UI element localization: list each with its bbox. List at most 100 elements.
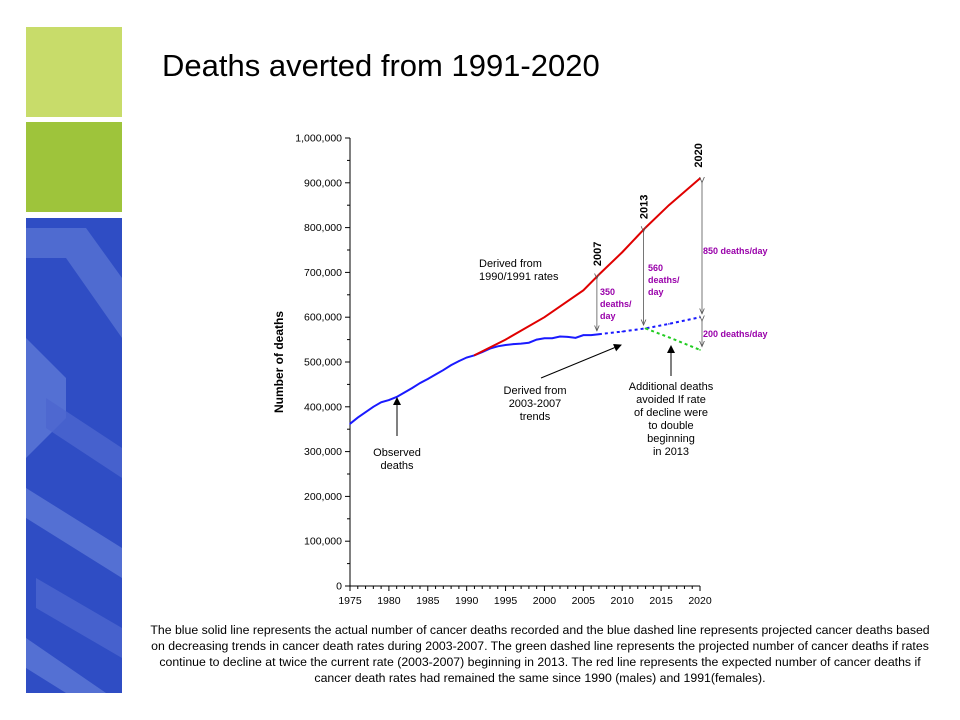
annotation-350-per-day: 350 deaths/day: [600, 287, 632, 321]
annotation-200-per-day: 200 deaths/day: [703, 329, 768, 339]
series-3-point: [668, 204, 670, 206]
annotation-350-per-day-line: deaths/: [600, 299, 632, 309]
x-tick-label: 1980: [377, 595, 401, 607]
series-0-point: [512, 343, 515, 345]
annotation-additional-deaths-line: in 2013: [653, 446, 689, 458]
annotation-560-per-day-line: day: [648, 287, 664, 297]
x-tick-label: 1975: [338, 595, 362, 607]
series-1-point: [621, 330, 624, 333]
series-3-point: [543, 316, 546, 318]
series-3-point: [699, 177, 701, 180]
annotation-derived-2003-line: trends: [520, 411, 551, 423]
series-0-point: [458, 360, 460, 362]
series-0-point: [465, 356, 468, 359]
pointer-derived-2003: [540, 343, 622, 379]
x-tick-label: 2005: [572, 595, 596, 607]
sidebar-block-light-green: [26, 27, 122, 117]
annotation-350-per-day-line: 350: [600, 287, 615, 297]
deaths-line-chart: 0 100,000 200,000 300,000 400,000 500,000 600,…: [272, 133, 768, 608]
annotation-560-per-day: 560 deaths/day: [648, 263, 680, 297]
x-tick-label: 1985: [416, 595, 440, 607]
series-0-point: [574, 337, 577, 339]
y-tick-label: 100,000: [304, 536, 342, 548]
y-tick-label: 800,000: [304, 222, 342, 234]
series-3-point: [473, 354, 476, 357]
slide-title: Deaths averted from 1991-2020: [162, 48, 600, 83]
annotation-350-per-day-line: day: [600, 311, 616, 321]
year-marker-label: 2020: [693, 143, 705, 167]
annotation-observed-deaths-line: deaths: [380, 460, 414, 472]
y-axis-label: Number of deaths: [272, 311, 286, 413]
annotation-observed-deaths-line: Observed: [373, 447, 421, 459]
annotation-560-per-day-line: 560: [648, 263, 663, 273]
series-0-point: [551, 337, 554, 340]
series-3-point: [644, 226, 647, 229]
series-2-point: [668, 336, 670, 339]
series-0-point: [419, 382, 421, 384]
y-tick-label: 500,000: [304, 357, 342, 369]
x-tick-label: 2020: [688, 595, 712, 607]
annotation-850-per-day-line: 850 deaths/day: [703, 246, 768, 256]
series-0-point: [442, 369, 445, 371]
series-0-point: [364, 411, 367, 413]
series-line-0: [349, 333, 600, 425]
y-tick-label: 300,000: [304, 446, 342, 458]
series-0-point: [372, 406, 375, 408]
series-0-point: [535, 338, 538, 341]
series-0-point: [582, 334, 585, 336]
y-tick-label: 400,000: [304, 401, 342, 413]
annotation-additional-deaths-line: to double: [648, 420, 693, 432]
annotation-derived-1990-line: 1990/1991 rates: [479, 271, 559, 283]
series-1-point: [598, 333, 600, 336]
series-0-point: [426, 378, 429, 380]
series-0-point: [434, 373, 437, 376]
series-0-point: [504, 344, 507, 346]
series-0-point: [380, 401, 382, 404]
x-tick-label: 1990: [455, 595, 479, 607]
year-marker-label: 2007: [592, 242, 604, 266]
series-2-point: [644, 327, 647, 330]
series-3-point: [582, 289, 585, 292]
series-1-point: [668, 323, 670, 325]
series-1-point: [699, 316, 701, 318]
year-marker-label: 2013: [639, 195, 651, 219]
series-0-point: [356, 416, 359, 419]
annotation-derived-2003-line: 2003-2007: [509, 398, 562, 410]
annotation-derived-2003-line: Derived from: [504, 385, 567, 397]
x-tick-label: 2000: [533, 595, 557, 607]
y-tick-label: 900,000: [304, 177, 342, 189]
series-0-point: [395, 396, 398, 398]
series-0-point: [543, 337, 546, 340]
series-0-point: [450, 364, 452, 366]
sidebar-block-green: [26, 122, 122, 212]
series-0-point: [496, 345, 499, 348]
series-0-point: [411, 387, 414, 389]
series-0-point: [559, 335, 561, 338]
annotation-derived-1990-line: Derived from: [479, 258, 542, 270]
y-tick-label: 200,000: [304, 491, 342, 503]
sidebar-decoration: [0, 0, 125, 720]
x-tick-label: 2010: [611, 595, 635, 607]
series-0-point: [566, 336, 569, 338]
series-0-point: [403, 391, 406, 394]
x-tick-label: 1995: [494, 595, 518, 607]
y-tick-label: 1,000,000: [295, 133, 342, 145]
annotation-200-per-day-line: 200 deaths/day: [703, 329, 768, 339]
y-tick-label: 600,000: [304, 312, 342, 324]
series-0-point: [349, 423, 351, 425]
x-tick-label: 2015: [649, 595, 673, 607]
sidebar-pattern: [26, 228, 122, 693]
series-3-point: [598, 273, 600, 276]
series-3-point: [621, 251, 624, 254]
series-3-point: [504, 338, 507, 341]
annotation-560-per-day-line: deaths/: [648, 275, 680, 285]
annotation-additional-deaths-line: of decline were: [634, 407, 708, 419]
series-0-point: [520, 342, 522, 345]
annotation-additional-deaths-line: beginning: [647, 433, 695, 445]
annotation-additional-deaths-line: avoided If rate: [636, 394, 706, 406]
series-0-point: [388, 399, 390, 401]
